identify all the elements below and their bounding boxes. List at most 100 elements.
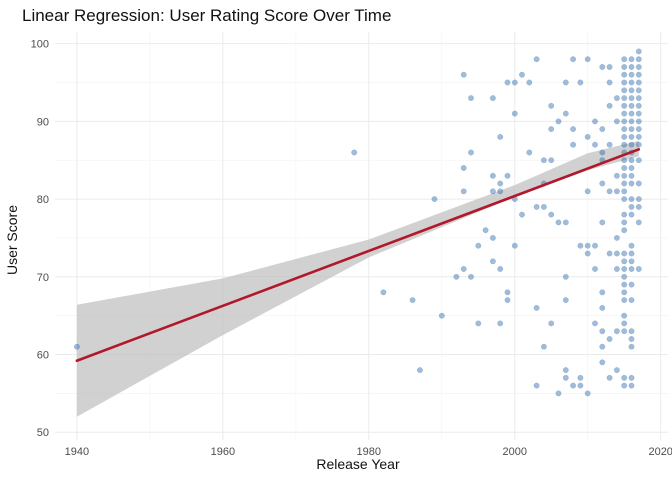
data-point <box>621 196 628 203</box>
data-point <box>468 273 474 280</box>
confidence-ribbon-layer <box>76 140 639 417</box>
data-point <box>621 141 628 148</box>
data-point <box>599 289 606 296</box>
data-point <box>628 102 635 109</box>
data-point <box>482 227 489 234</box>
data-point <box>621 102 628 109</box>
data-point <box>497 320 504 327</box>
grid-lines <box>55 32 668 440</box>
x-tick-label: 2000 <box>503 446 527 458</box>
data-point <box>599 180 606 187</box>
data-point <box>621 227 628 234</box>
data-point <box>628 126 635 133</box>
data-point <box>606 374 613 381</box>
data-point <box>621 56 628 63</box>
data-point <box>351 149 358 156</box>
data-point <box>592 266 598 272</box>
data-point <box>533 304 540 311</box>
confidence-ribbon <box>76 140 639 417</box>
y-tick-label: 70 <box>37 272 49 284</box>
data-point <box>592 320 598 327</box>
data-point <box>562 297 569 304</box>
data-point <box>613 367 620 374</box>
data-point <box>621 71 628 78</box>
data-point <box>599 64 606 70</box>
data-point <box>584 188 591 195</box>
data-point <box>540 203 547 210</box>
data-point <box>628 336 635 342</box>
data-point <box>613 172 620 179</box>
x-tick-label: 1940 <box>65 446 89 458</box>
data-point <box>606 102 613 109</box>
data-point <box>504 289 511 296</box>
data-point <box>628 250 635 257</box>
data-point <box>635 56 642 63</box>
data-point <box>562 367 569 374</box>
data-point <box>584 242 591 249</box>
data-point <box>548 211 555 218</box>
data-point <box>628 328 635 335</box>
data-point <box>628 297 635 304</box>
data-point <box>584 56 591 63</box>
data-point <box>628 203 635 210</box>
data-point <box>570 382 577 389</box>
data-point <box>584 390 591 397</box>
data-point <box>606 79 613 86</box>
x-tick-label: 1980 <box>357 446 381 458</box>
data-point <box>570 56 577 63</box>
data-point <box>475 242 482 249</box>
data-point <box>599 359 606 366</box>
data-point <box>497 133 504 140</box>
data-point <box>562 79 569 86</box>
data-point <box>577 79 584 86</box>
data-point <box>628 64 635 70</box>
data-point <box>489 172 496 179</box>
data-point <box>453 273 460 280</box>
data-point <box>497 266 504 272</box>
data-point <box>511 79 518 86</box>
data-point <box>584 133 591 140</box>
data-point <box>628 281 635 288</box>
data-point <box>635 126 642 133</box>
fit-line-layer <box>75 148 641 363</box>
data-point <box>621 157 628 164</box>
y-tick-label: 90 <box>37 116 49 128</box>
data-point <box>431 196 438 203</box>
data-point <box>628 141 635 148</box>
x-axis-label: Release Year <box>316 456 400 472</box>
y-tick-label: 50 <box>37 427 49 439</box>
data-point <box>460 188 467 195</box>
data-point <box>621 328 628 335</box>
data-point <box>533 382 540 389</box>
data-point <box>504 79 511 86</box>
data-point <box>599 343 606 350</box>
data-point <box>555 390 562 397</box>
data-point <box>438 312 445 319</box>
data-point <box>628 374 635 381</box>
data-point <box>621 110 628 117</box>
data-point <box>628 87 635 94</box>
data-point <box>635 219 642 226</box>
data-point <box>511 110 518 117</box>
data-point <box>562 219 569 226</box>
data-point <box>628 165 635 171</box>
data-point <box>613 95 620 102</box>
data-point <box>628 242 635 249</box>
data-point <box>621 382 628 389</box>
data-point <box>592 242 598 249</box>
y-axis-label: User Score <box>4 205 20 275</box>
data-point <box>497 188 504 195</box>
data-point <box>540 343 547 350</box>
data-point <box>621 95 628 102</box>
data-point <box>504 297 511 304</box>
data-point <box>628 266 635 272</box>
regression-line <box>75 148 641 363</box>
data-point <box>570 141 577 148</box>
x-tick-label: 1960 <box>211 446 235 458</box>
data-point <box>621 211 628 218</box>
data-point <box>460 165 467 171</box>
data-point <box>628 118 635 125</box>
data-point <box>635 71 642 78</box>
data-point <box>635 64 642 70</box>
